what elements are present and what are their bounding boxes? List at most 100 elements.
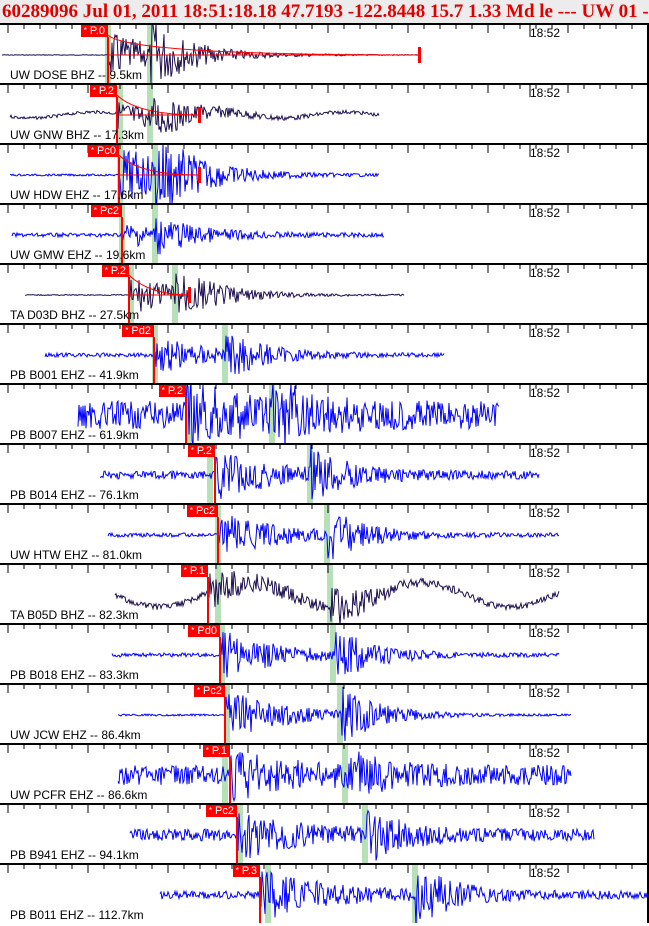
phase-marker [222,745,228,803]
seismogram-panel[interactable]: 18:52 PB B011 EHZ -- 112.7km * P.3 [0,863,647,923]
time-label: 18:52 [530,86,561,100]
waveform-plot [7,565,633,623]
seismogram-panel[interactable]: 18:52 UW DOSE BHZ -- 9.5km * P.0 [0,23,647,83]
station-label: PB B014 EHZ -- 76.1km [10,488,139,502]
waveform-trace [44,335,445,374]
seismogram-panel[interactable]: 18:52 PB B014 EHZ -- 76.1km * P.2 [0,443,647,503]
seismogram-panel[interactable]: 18:52 UW HDW EHZ -- 17.6km * Pc0 [0,143,647,203]
station-label: UW HDW EHZ -- 17.6km [10,188,144,202]
pick-phase: P.1 [189,565,205,577]
phase-pick-label[interactable]: * Pc2 [186,505,218,517]
waveform-trace [9,145,380,203]
phase-marker [307,445,313,503]
phase-pick-label[interactable]: * P.2 [89,85,117,97]
waveform-trace [99,445,540,500]
waveform-plot [7,445,633,503]
phase-pick-label[interactable]: * Pc2 [90,205,122,217]
seismogram-panel[interactable]: 18:52 UW GMW EHZ -- 19.6km * Pc2 [0,203,647,263]
phase-marker [224,685,230,743]
coda-fit [116,94,201,116]
pick-phase: Pd0 [197,625,217,637]
coda-end-marker [188,287,191,303]
waveform-plot [7,505,633,563]
waveform-trace [25,273,405,313]
phase-marker [362,805,368,863]
phase-marker [117,85,123,143]
seismogram-panel[interactable]: 18:52 PB B007 EHZ -- 61.9km * P.2 [0,383,647,443]
station-label: TA D03D BHZ -- 27.5km [10,308,140,322]
phase-marker [324,505,330,563]
pick-phase: Pc2 [196,505,215,517]
phase-marker [185,385,191,443]
pick-phase: Pc2 [100,205,119,217]
pick-phase: P.2 [98,85,114,97]
phase-pick-label[interactable]: * Pd0 [188,625,220,637]
waveform-plot [7,385,633,443]
phase-pick-label[interactable]: * P.1 [202,745,230,757]
pick-phase: P.2 [110,265,126,277]
time-label: 18:52 [530,866,561,880]
coda-end-marker [198,107,201,123]
waveform-trace [117,686,572,742]
phase-marker [147,85,153,143]
seismogram-panel[interactable]: 18:52 UW GNW BHZ -- 17.3km * P.2 [0,83,647,143]
time-label: 18:52 [530,566,561,580]
waveform-plot [7,205,633,263]
phase-pick-label[interactable]: * P.3 [232,865,260,877]
seismogram-panel[interactable]: 18:52 UW HTW EHZ -- 81.0km * Pc2 [0,503,647,563]
phase-marker [327,565,333,623]
time-label: 18:52 [530,206,561,220]
station-label: UW GMW EHZ -- 19.6km [10,248,146,262]
pick-phase: P.1 [211,745,227,757]
waveform-trace [11,218,384,255]
waveform-plot [7,145,633,203]
waveform-plot [7,685,633,743]
phase-pick-label[interactable]: * P.2 [187,445,215,457]
seismogram-panel[interactable]: 18:52 UW PCFR EHZ -- 86.6km * P.1 [0,743,647,803]
seismogram-panel[interactable]: 18:52 PB B001 EHZ -- 41.9km * Pd2 [0,323,647,383]
pick-phase: Pc0 [97,145,116,157]
time-label: 18:52 [530,326,561,340]
waveform-trace [77,385,500,443]
pick-phase: Pd2 [131,325,151,337]
phase-pick-label[interactable]: * P.1 [180,565,208,577]
phase-marker [128,265,134,323]
seismogram-panel[interactable]: 18:52 UW JCW EHZ -- 86.4km * Pc2 [0,683,647,743]
waveform-plot [7,325,633,383]
pick-phase: P.2 [167,385,183,397]
phase-pick-label[interactable]: * P.0 [80,25,108,37]
time-label: 18:52 [530,446,561,460]
waveform-trace [107,515,560,560]
coda-end-marker [198,167,201,183]
phase-pick-label[interactable]: * Pc2 [205,805,237,817]
pick-phase: Pc2 [215,805,234,817]
station-label: UW GNW BHZ -- 17.3km [10,128,144,142]
time-label: 18:52 [530,626,561,640]
seismogram-panels[interactable]: 18:52 UW DOSE BHZ -- 9.5km * P.0 18:52 UW GN… [0,23,649,923]
seismogram-panel[interactable]: 18:52 PB B018 EHZ -- 83.3km * Pd0 [0,623,647,683]
seismogram-panel[interactable]: 18:52 TA B05D BHZ -- 82.3km * P.1 [0,563,647,623]
waveform-trace [114,570,560,623]
time-label: 18:52 [530,506,561,520]
phase-pick-label[interactable]: * Pc0 [87,145,119,157]
phase-pick-label[interactable]: * P.2 [158,385,186,397]
time-label: 18:52 [530,26,561,40]
event-header: 60289096 Jul 01, 2011 18:51:18.18 47.719… [0,0,649,23]
waveform-trace [9,98,380,133]
time-label: 18:52 [530,806,561,820]
seismogram-panel[interactable]: 18:52 PB B941 EHZ -- 94.1km * Pc2 [0,803,647,863]
coda-end-marker [418,47,421,63]
time-label: 18:52 [530,266,561,280]
phase-pick-label[interactable]: * Pd2 [122,325,154,337]
seismogram-panel[interactable]: 18:52 TA D03D BHZ -- 27.5km * P.2 [0,263,647,323]
station-label: TA B05D BHZ -- 82.3km [10,608,139,622]
station-label: PB B018 EHZ -- 83.3km [10,668,139,682]
phase-pick-label[interactable]: * P.2 [101,265,129,277]
phase-pick-label[interactable]: * Pc2 [193,685,225,697]
pick-phase: Pc2 [203,685,222,697]
station-label: UW JCW EHZ -- 86.4km [10,728,141,742]
station-label: PB B941 EHZ -- 94.1km [10,848,139,862]
station-label: PB B001 EHZ -- 41.9km [10,368,139,382]
pick-phase: P.2 [196,445,212,457]
station-label: UW HTW EHZ -- 81.0km [10,548,142,562]
